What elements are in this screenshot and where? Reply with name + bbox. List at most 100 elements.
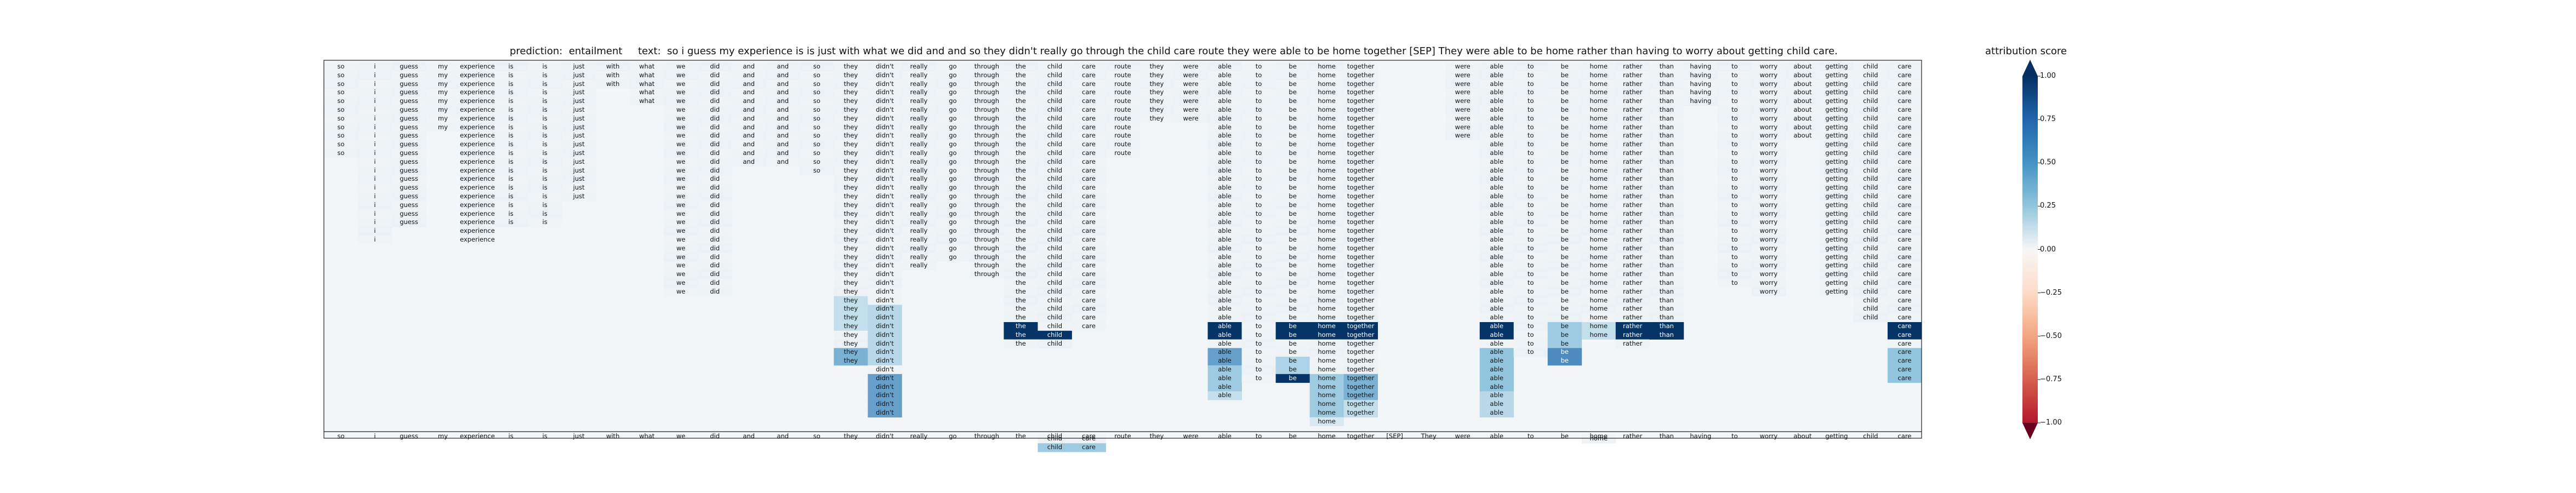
heatmap-cell-token: didn't xyxy=(875,391,894,399)
heatmap-cell-token: be xyxy=(1560,253,1569,261)
heatmap-cell xyxy=(1479,97,1514,106)
heatmap-cell xyxy=(800,166,834,175)
heatmap-cell xyxy=(1479,253,1514,262)
heatmap-cell-token: rather xyxy=(1623,131,1643,140)
heatmap-cell xyxy=(1513,97,1548,106)
heatmap-cell-token: guess xyxy=(400,71,418,79)
heatmap-cell-token: than xyxy=(1659,106,1674,113)
heatmap-cell xyxy=(1173,71,1208,80)
heatmap-cell xyxy=(1275,296,1310,305)
heatmap-cell xyxy=(1207,348,1242,357)
heatmap-cell-token: able xyxy=(1218,365,1232,373)
heatmap-cell xyxy=(562,149,596,158)
heatmap-cell xyxy=(1547,270,1582,279)
heatmap-cell xyxy=(1038,71,1072,80)
heatmap-cell-token: they xyxy=(844,79,858,88)
heatmap-cell-token: really xyxy=(910,244,928,252)
heatmap-cell xyxy=(664,175,698,184)
heatmap-cell xyxy=(1853,200,1888,210)
heatmap-cell-token: to xyxy=(1527,97,1534,105)
heatmap-cell-token: able xyxy=(1218,157,1232,165)
heatmap-cell xyxy=(1004,296,1038,305)
heatmap-cell xyxy=(970,175,1004,184)
heatmap-cell xyxy=(1751,253,1786,262)
heatmap-cell-token: is xyxy=(508,218,514,226)
x-tick-label: able xyxy=(1490,432,1504,440)
heatmap-cell-token: be xyxy=(1289,270,1297,278)
heatmap-cell-token: is xyxy=(508,88,514,96)
heatmap-cell xyxy=(1479,261,1514,271)
heatmap-cell-token: be xyxy=(1289,97,1297,105)
heatmap-cell xyxy=(392,114,426,123)
heatmap-cell xyxy=(732,79,766,89)
heatmap-cell-token: child xyxy=(1863,149,1878,157)
heatmap-cell xyxy=(834,322,868,331)
heatmap-cell-token: they xyxy=(844,166,858,174)
heatmap-cell-token: able xyxy=(1490,279,1504,286)
heatmap-cell xyxy=(1445,114,1480,123)
heatmap-cell xyxy=(1139,97,1174,106)
heatmap-cell-token: to xyxy=(1255,330,1262,339)
heatmap-cell-token: rather xyxy=(1623,209,1643,217)
heatmap-cell xyxy=(1751,244,1786,253)
heatmap-cell xyxy=(1547,192,1582,202)
heatmap-cell-token: be xyxy=(1560,218,1569,226)
heatmap-cell-token: child xyxy=(1047,114,1063,122)
heatmap-cell xyxy=(1072,71,1106,80)
heatmap-cell-token: child xyxy=(1863,97,1878,105)
heatmap-cell xyxy=(358,149,392,158)
heatmap-cell xyxy=(1887,200,1922,210)
x-tick-label: go xyxy=(949,432,957,440)
heatmap-cell xyxy=(324,123,358,132)
heatmap-cell xyxy=(1445,79,1480,89)
heatmap-cell-token: to xyxy=(1255,106,1262,113)
heatmap-cell-token: didn't xyxy=(875,149,894,157)
heatmap-cell-token: the xyxy=(1015,209,1026,217)
heatmap-cell xyxy=(1004,305,1038,314)
heatmap-cell xyxy=(800,131,834,141)
heatmap-cell xyxy=(1343,166,1378,175)
heatmap-cell-token: we xyxy=(676,279,686,286)
heatmap-cell-token: to xyxy=(1255,374,1262,382)
heatmap-cell xyxy=(358,140,392,150)
x-tick-label: just xyxy=(573,432,585,440)
heatmap-cell-token: really xyxy=(910,157,928,165)
heatmap-cell xyxy=(1479,244,1514,253)
heatmap-cell-token: together xyxy=(1347,140,1375,148)
heatmap-cell-token: having xyxy=(1690,71,1712,79)
heatmap-cell xyxy=(834,97,868,106)
heatmap-cell-token: to xyxy=(1731,192,1738,200)
heatmap-cell xyxy=(1241,339,1276,348)
heatmap-cell-token: did xyxy=(710,62,720,70)
heatmap-cell-token: did xyxy=(710,209,720,217)
heatmap-cell-token: able xyxy=(1490,209,1504,217)
heatmap-cell xyxy=(358,157,392,167)
heatmap-cell xyxy=(1343,270,1378,279)
heatmap-cell-token: through xyxy=(974,192,999,200)
heatmap-cell xyxy=(800,71,834,80)
heatmap-cell xyxy=(1343,184,1378,193)
heatmap-cell-token: able xyxy=(1218,79,1232,88)
heatmap-cell-token: be xyxy=(1560,330,1569,339)
heatmap-cell xyxy=(1309,166,1344,175)
heatmap-cell xyxy=(1479,131,1514,141)
heatmap-cell-token: than xyxy=(1659,218,1674,226)
heatmap-cell xyxy=(1343,79,1378,89)
heatmap-cell-token: to xyxy=(1527,192,1534,200)
heatmap-cell-token: home xyxy=(1318,322,1336,330)
heatmap-cell-token: i xyxy=(374,192,376,200)
heatmap-cell-token: able xyxy=(1490,357,1504,365)
heatmap-cell-token: than xyxy=(1659,149,1674,157)
heatmap-cell-token: home xyxy=(1589,434,1608,443)
heatmap-cell xyxy=(1038,305,1072,314)
heatmap-cell-token: we xyxy=(676,106,686,113)
heatmap-cell-token: together xyxy=(1347,157,1375,165)
heatmap-cell-token: care xyxy=(1082,244,1096,252)
heatmap-cell xyxy=(1241,330,1276,340)
heatmap-cell-token: care xyxy=(1082,287,1096,295)
heatmap-cell xyxy=(1139,106,1174,115)
heatmap-cell xyxy=(1887,184,1922,193)
heatmap-cell-token: home xyxy=(1318,279,1336,286)
heatmap-cell xyxy=(1547,313,1582,323)
heatmap-cell-token: they xyxy=(844,184,858,192)
